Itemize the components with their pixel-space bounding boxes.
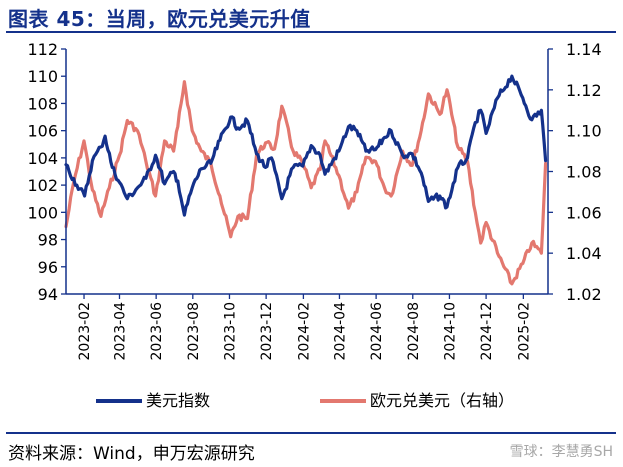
chart-title: 图表 45：当周，欧元兑美元升值 bbox=[8, 7, 311, 31]
title-rule bbox=[6, 31, 616, 33]
legend-label-usd: 美元指数 bbox=[146, 391, 210, 410]
x-tick-label: 2023-04 bbox=[113, 302, 129, 361]
legend: 美元指数 欧元兑美元（右轴） bbox=[96, 391, 514, 410]
x-tick-label: 2023-12 bbox=[259, 302, 275, 361]
x-tick-label: 2024-02 bbox=[296, 302, 312, 361]
right-tick-label: 1.04 bbox=[566, 244, 602, 263]
x-tick-label: 2025-02 bbox=[516, 302, 532, 361]
eurusd-line bbox=[64, 80, 548, 286]
x-tick-label: 2023-10 bbox=[223, 302, 239, 361]
x-tick-label: 2024-12 bbox=[479, 302, 495, 361]
plot-lines bbox=[64, 74, 548, 286]
right-axis-ticks: 1.02 1.04 1.06 1.08 1.10 1.12 1.14 bbox=[548, 40, 602, 304]
line-chart: 94 96 98 100 102 104 106 108 110 112 1.02 1.04 1.06… bbox=[27, 40, 602, 410]
x-tick-label: 2024-08 bbox=[406, 302, 422, 361]
right-tick-label: 1.14 bbox=[566, 40, 602, 59]
left-tick-label: 100 bbox=[27, 203, 58, 222]
x-axis-ticks: 2023-02 2023-04 2023-06 2023-08 2023-10 2023-… bbox=[77, 294, 532, 361]
watermark: 雪球：李慧勇SH bbox=[509, 444, 613, 460]
x-tick-label: 2023-08 bbox=[186, 302, 202, 361]
left-tick-label: 104 bbox=[27, 149, 58, 168]
x-tick-label: 2023-02 bbox=[77, 302, 93, 361]
x-tick-label: 2024-06 bbox=[369, 302, 385, 361]
left-tick-label: 108 bbox=[27, 94, 58, 113]
right-tick-label: 1.12 bbox=[566, 81, 602, 100]
left-tick-label: 106 bbox=[27, 122, 58, 141]
right-tick-label: 1.08 bbox=[566, 163, 602, 182]
left-tick-label: 96 bbox=[38, 258, 58, 277]
legend-label-eurusd: 欧元兑美元（右轴） bbox=[370, 391, 514, 410]
left-tick-label: 112 bbox=[27, 40, 58, 59]
left-tick-label: 94 bbox=[38, 285, 58, 304]
left-tick-label: 102 bbox=[27, 176, 58, 195]
right-tick-label: 1.06 bbox=[566, 203, 602, 222]
source-rule bbox=[6, 432, 616, 434]
x-tick-label: 2024-10 bbox=[442, 302, 458, 361]
x-tick-label: 2024-04 bbox=[333, 302, 349, 361]
right-tick-label: 1.10 bbox=[566, 122, 602, 141]
left-tick-label: 110 bbox=[27, 67, 58, 86]
source-note: 资料来源：Wind，申万宏源研究 bbox=[8, 444, 255, 464]
x-tick-label: 2023-06 bbox=[149, 302, 165, 361]
usd-index-line bbox=[64, 74, 548, 217]
right-tick-label: 1.02 bbox=[566, 285, 602, 304]
left-tick-label: 98 bbox=[38, 231, 58, 250]
left-axis-ticks: 94 96 98 100 102 104 106 108 110 112 bbox=[27, 40, 66, 304]
